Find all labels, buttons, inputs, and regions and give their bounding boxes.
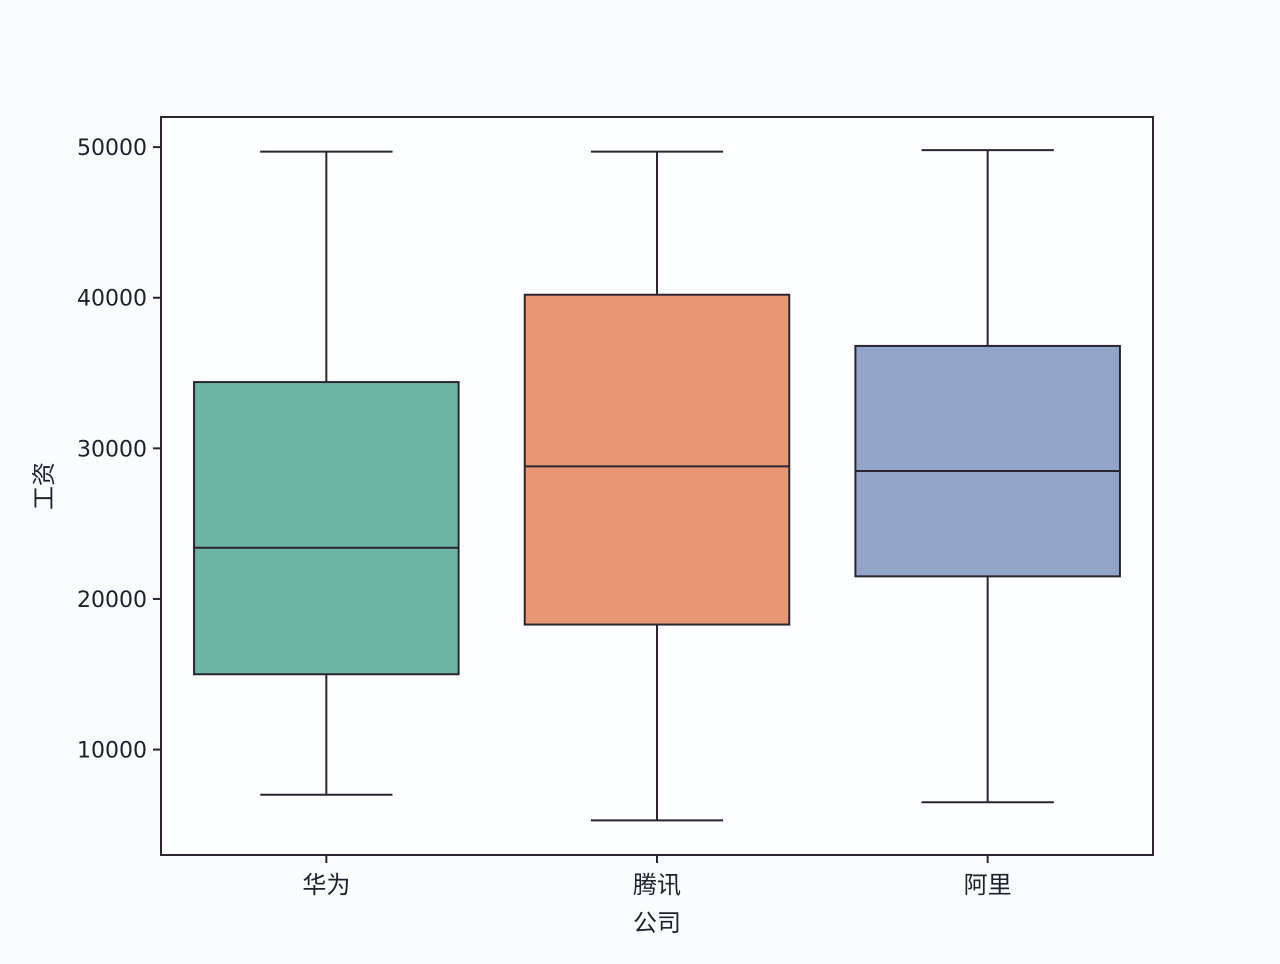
x-axis-label: 公司 xyxy=(633,909,681,937)
iqr-box xyxy=(193,381,460,676)
y-tick-label: 40000 xyxy=(77,287,147,312)
box-1 xyxy=(193,150,460,796)
iqr-box xyxy=(523,293,791,626)
y-tick-label: 30000 xyxy=(77,437,147,462)
x-tick-label: 华为 xyxy=(302,871,350,899)
x-axis: 华为 腾讯 阿里 xyxy=(302,855,1012,899)
boxes-layer xyxy=(193,149,1121,822)
y-axis-label: 工资 xyxy=(30,462,58,510)
y-tick-label: 20000 xyxy=(77,588,147,613)
x-tick-label: 阿里 xyxy=(964,871,1012,899)
y-axis: 10000 20000 30000 40000 50000 xyxy=(77,136,161,764)
y-tick-label: 50000 xyxy=(77,136,147,161)
box-2 xyxy=(523,150,791,822)
iqr-box xyxy=(854,344,1121,578)
x-tick-label: 腾讯 xyxy=(633,871,681,899)
y-tick-label: 10000 xyxy=(77,739,147,764)
box-3 xyxy=(854,149,1121,804)
